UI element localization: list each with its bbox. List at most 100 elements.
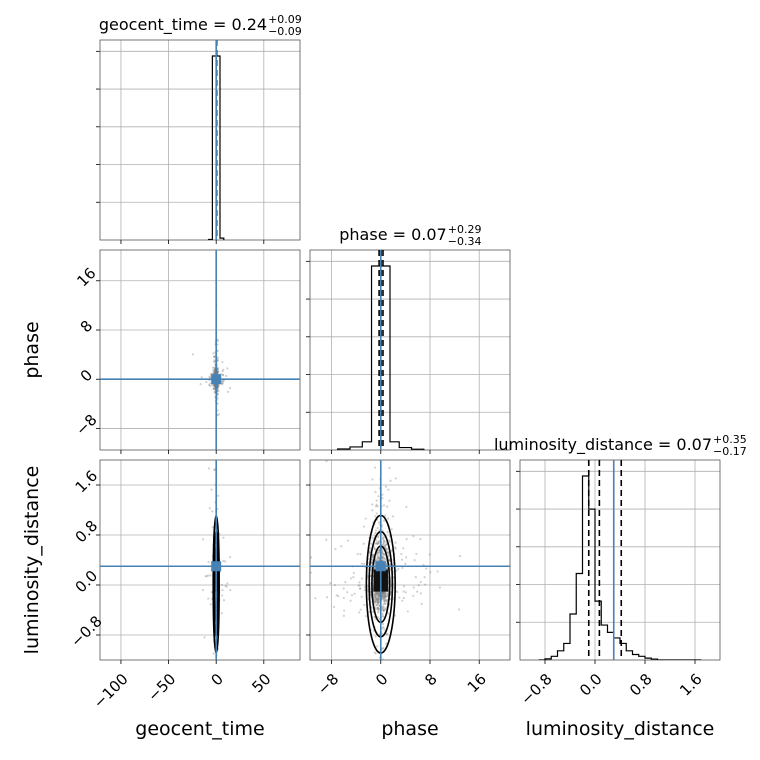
scatter-point — [222, 599, 226, 602]
scatter-point — [226, 582, 229, 585]
panel-2d-phase-luminosity_distance — [306, 447, 511, 664]
scatter-point — [386, 517, 390, 520]
scatter-point — [382, 593, 385, 596]
scatter-point — [384, 595, 387, 598]
scatter-point — [404, 562, 407, 565]
scatter-point — [381, 594, 384, 598]
title-minus: −0.09 — [268, 25, 302, 38]
scatter-point — [383, 595, 387, 598]
scatter-point — [401, 558, 404, 561]
scatter-point — [346, 591, 349, 594]
scatter-point — [371, 509, 374, 512]
scatter-point — [204, 575, 207, 578]
scatter-point — [216, 371, 219, 374]
scatter-point — [423, 576, 426, 579]
scatter-point — [375, 499, 378, 502]
tick-label-y: −8 — [72, 411, 100, 439]
scatter-point — [213, 468, 216, 471]
scatter-point — [374, 597, 377, 600]
scatter-point — [376, 536, 380, 539]
scatter-point — [211, 526, 214, 529]
scatter-point — [221, 588, 224, 592]
scatter-point — [382, 553, 386, 557]
scatter-point — [376, 535, 380, 538]
scatter-point — [382, 559, 385, 562]
scatter-point — [365, 615, 368, 618]
scatter-point — [205, 575, 208, 578]
scatter-point — [381, 536, 385, 539]
scatter-point — [201, 538, 205, 541]
scatter-point — [414, 576, 417, 579]
scatter-point — [209, 574, 212, 577]
scatter-point — [384, 544, 387, 547]
scatter-point — [374, 635, 377, 638]
tick-label-x: 0 — [207, 670, 226, 689]
panel-frame — [99, 249, 301, 451]
scatter-point — [370, 561, 373, 564]
scatter-point — [419, 592, 422, 595]
scatter-point — [405, 505, 408, 508]
scatter-point — [383, 592, 386, 595]
scatter-point — [382, 595, 385, 598]
scatter-point — [217, 389, 220, 392]
scatter-point — [382, 592, 385, 595]
scatter-point — [374, 601, 377, 604]
scatter-point — [385, 660, 387, 662]
scatter-point — [363, 586, 367, 589]
scatter-point — [383, 557, 387, 561]
scatter-point — [375, 592, 378, 595]
scatter-point — [382, 605, 385, 608]
scatter-point — [377, 609, 380, 613]
scatter-point — [386, 592, 389, 595]
scatter-point — [374, 608, 377, 611]
scatter-point — [387, 554, 390, 557]
scatter-point — [212, 372, 216, 375]
scatter-point — [384, 602, 387, 605]
scatter-point — [381, 591, 384, 594]
truth-marker — [375, 561, 386, 572]
scatter-point — [391, 515, 395, 518]
scatter-point — [371, 554, 374, 557]
scatter-point — [386, 505, 389, 508]
scatter-point — [216, 371, 219, 374]
scatter-point — [388, 559, 391, 563]
scatter-point — [383, 599, 386, 602]
tick-label-y: 16 — [73, 264, 99, 290]
scatter-point — [396, 590, 399, 594]
scatter-point — [371, 555, 374, 558]
scatter-point — [376, 592, 379, 595]
scatter-point — [382, 592, 385, 595]
scatter-point — [376, 593, 379, 596]
scatter-point — [221, 594, 224, 597]
scatter-point — [375, 597, 378, 600]
scatter-point — [373, 651, 376, 654]
scatter-point — [419, 538, 422, 541]
scatter-point — [222, 536, 225, 539]
scatter-point — [375, 503, 378, 506]
scatter-point — [378, 604, 381, 607]
scatter-point — [377, 598, 380, 601]
scatter-point — [376, 593, 380, 596]
scatter-point — [389, 479, 392, 482]
scatter-point — [382, 596, 385, 599]
scatter-point — [220, 612, 223, 615]
scatter-point — [436, 570, 439, 573]
tick-label-x: 1.6 — [676, 670, 706, 700]
scatter-point — [376, 447, 378, 449]
scatter-point — [217, 413, 221, 416]
scatter-points — [310, 447, 462, 662]
scatter-point — [375, 599, 379, 602]
scatter-point — [374, 466, 377, 469]
scatter-point — [377, 558, 380, 561]
scatter-point — [382, 591, 385, 594]
scatter-point — [225, 585, 228, 588]
scatter-point — [382, 608, 385, 611]
scatter-point — [429, 571, 432, 574]
scatter-point — [212, 360, 215, 364]
scatter-point — [383, 539, 386, 543]
scatter-point — [212, 455, 214, 457]
scatter-point — [212, 383, 216, 387]
scatter-point — [350, 594, 354, 597]
scatter-point — [334, 547, 337, 551]
scatter-point — [397, 567, 400, 570]
